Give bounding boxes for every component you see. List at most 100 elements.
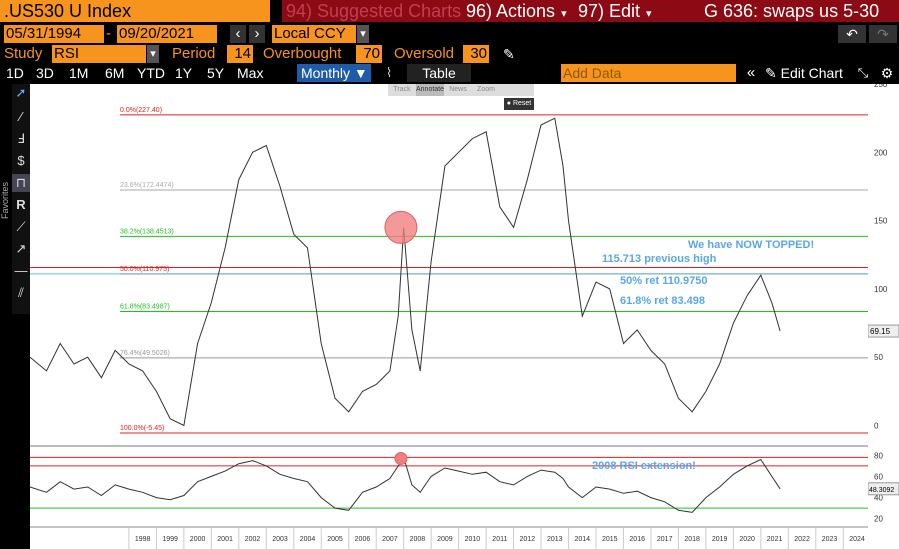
x-tick-label-2003: 2003 — [272, 536, 288, 543]
rsi-annotation: 2008 RSI extension! — [592, 460, 696, 472]
fib-retracement-icon[interactable]: Ⅎ — [17, 131, 25, 146]
overbought-input[interactable]: 70 — [356, 45, 382, 63]
peak-highlight-circle — [384, 210, 418, 244]
x-tick-label-2017: 2017 — [657, 536, 673, 543]
period-button-ytd[interactable]: YTD — [137, 65, 165, 81]
x-tick-label-2020: 2020 — [739, 536, 755, 543]
favorites-tab[interactable]: Favorites — [0, 181, 10, 219]
fib-label-6: 100.0%(-5.45) — [120, 425, 164, 432]
x-tick-label-2018: 2018 — [684, 536, 700, 543]
x-tick-label-2006: 2006 — [355, 536, 371, 543]
period-button-6m[interactable]: 6M — [105, 65, 125, 81]
currency-dropdown-icon[interactable]: ▾ — [357, 25, 369, 43]
overbought-label: Overbought — [263, 45, 342, 62]
rsi-highlight-circle — [394, 451, 408, 465]
oversold-label: Oversold — [394, 45, 455, 62]
undo-icon[interactable]: ↶ — [838, 25, 866, 43]
annotation-text-1: 115.713 previous high — [602, 253, 717, 265]
y-tick-label-0: 0 — [874, 422, 879, 431]
x-tick-label-2002: 2002 — [245, 536, 261, 543]
x-tick-label-1998: 1998 — [135, 536, 151, 543]
edit-chart-pencil-icon: ✎ — [765, 65, 781, 81]
period-button-1y[interactable]: 1Y — [175, 65, 193, 81]
x-tick-label-2022: 2022 — [794, 536, 810, 543]
suggested-charts-label: 94) Suggested Charts — [286, 1, 462, 21]
period-button-max[interactable]: Max — [237, 65, 264, 81]
edit-chart-button[interactable]: ✎ Edit Chart — [765, 64, 847, 82]
chart-title-text: G 636: swaps us 5-30 — [704, 1, 880, 21]
x-tick-label-2013: 2013 — [547, 536, 563, 543]
annot-tool-zoom[interactable]: Zoom — [477, 86, 495, 93]
ray-icon[interactable]: ↗ — [15, 241, 27, 256]
annot-tool-annotate[interactable]: Annotate — [416, 84, 444, 96]
pen-icon[interactable]: ∕ — [19, 109, 23, 124]
reset-label: Reset — [512, 100, 532, 107]
add-data-input[interactable]: Add Data — [561, 64, 736, 82]
currency-select[interactable]: Local CCY — [272, 25, 356, 43]
chart-title: G 636: swaps us 5-30 — [658, 0, 899, 22]
period-button-1m[interactable]: 1M — [69, 65, 89, 81]
annot-tool-track[interactable]: Track — [393, 86, 411, 93]
pattern-icon[interactable]: ⊓ — [12, 174, 30, 192]
fib-label-1: 23.6%(172.4474) — [120, 182, 174, 189]
pencil-icon[interactable]: ✎ — [503, 46, 515, 62]
study-select[interactable]: RSI — [52, 45, 146, 63]
period-button-5y[interactable]: 5Y — [207, 65, 225, 81]
settings-gear-icon[interactable]: ⚙ — [880, 65, 894, 81]
x-tick-label-2012: 2012 — [520, 536, 536, 543]
study-label: Study — [4, 45, 43, 62]
channel-icon[interactable]: ⫽ — [18, 285, 24, 300]
horizontal-line-icon[interactable]: — — [14, 263, 28, 278]
fib-label-3: 50.0%(110.975) — [120, 266, 169, 273]
prev-range-button[interactable]: ‹ — [230, 25, 246, 43]
start-date-input[interactable]: 05/31/1994 — [4, 25, 104, 43]
suggested-charts-button[interactable]: 94) Suggested Charts — [282, 0, 462, 22]
table-button[interactable]: Table — [407, 64, 471, 82]
x-tick-label-2004: 2004 — [300, 536, 316, 543]
rsi-last-value-box — [868, 482, 899, 496]
x-tick-label-2001: 2001 — [217, 536, 233, 543]
annotation-text-0: We have NOW TOPPED! — [688, 239, 814, 251]
y-tick-label-250: 250 — [874, 84, 888, 89]
redo-icon[interactable]: ↷ — [869, 25, 897, 43]
edit-label: 97) Edit — [578, 1, 641, 21]
period-button-3d[interactable]: 3D — [36, 65, 54, 81]
annot-tool-news[interactable]: News — [449, 86, 467, 93]
x-tick-label-2014: 2014 — [574, 536, 590, 543]
ticker-field[interactable]: .US530 U Index — [0, 0, 270, 22]
annotation-items: Track Annotate News Zoom — [388, 84, 500, 96]
period-label: Period — [172, 45, 216, 62]
rsi-series-line — [30, 456, 781, 513]
actions-menu[interactable]: 96) Actions ▾ — [462, 0, 574, 22]
line-chart-icon[interactable]: ⌇ — [385, 65, 393, 80]
chart-area[interactable]: 0.0%(227.40) 23.6%(172.4474) 38.2%(138.451… — [30, 84, 868, 549]
rsi-y-tick-label-60: 60 — [874, 472, 883, 481]
study-row: Study RSI ▾ Period 14 Overbought 70 Over… — [0, 44, 899, 64]
rsi-y-tick-label-20: 20 — [874, 515, 883, 524]
y-tick-label-100: 100 — [874, 285, 888, 294]
reset-zoom-button[interactable]: ● Reset — [504, 98, 534, 110]
edit-caret-icon: ▾ — [646, 8, 652, 20]
y-tick-label-200: 200 — [874, 148, 888, 157]
reset-icon: ● — [506, 100, 513, 107]
regression-icon[interactable]: R — [16, 197, 26, 212]
period-button-1d[interactable]: 1D — [6, 65, 24, 81]
trendline-icon[interactable]: ⟋ — [16, 219, 26, 234]
edit-menu[interactable]: 97) Edit ▾ — [574, 0, 658, 22]
ticker-text: .US530 U Index — [4, 1, 132, 21]
right-axis: 0 50 100 150 200 250 20 40 60 80 69.15 48.3092 — [868, 84, 899, 549]
fib-dollar-icon[interactable]: $ — [17, 153, 25, 168]
cursor-icon[interactable]: ➚ — [15, 85, 27, 100]
fib-label-5: 76.4%(49.5026) — [120, 350, 170, 357]
next-range-button[interactable]: › — [249, 25, 265, 43]
study-dropdown-icon[interactable]: ▾ — [147, 45, 159, 63]
collapse-icon[interactable]: « — [746, 64, 756, 81]
oversold-input[interactable]: 30 — [463, 45, 489, 63]
period-input[interactable]: 14 — [227, 45, 253, 63]
draw-tool-icon[interactable]: ⤡ — [857, 65, 869, 80]
x-tick-label-2024: 2024 — [849, 536, 865, 543]
end-date-input[interactable]: 09/20/2021 — [117, 25, 217, 43]
frequency-select[interactable]: Monthly ▼ — [297, 64, 371, 82]
x-tick-label-2023: 2023 — [822, 536, 838, 543]
x-tick-label-2000: 2000 — [190, 536, 206, 543]
